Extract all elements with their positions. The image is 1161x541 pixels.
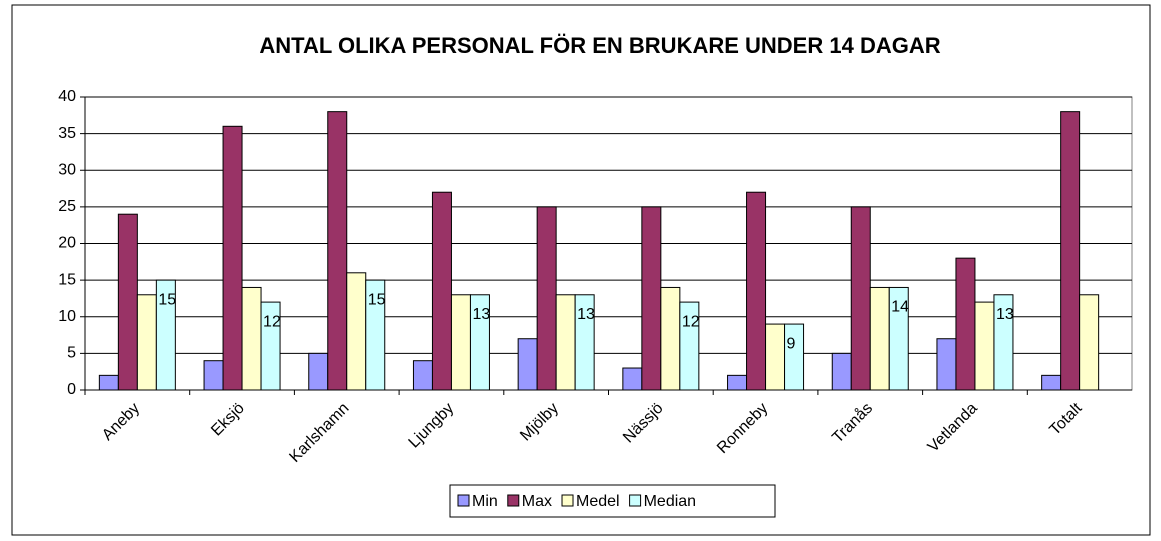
- legend-label: Max: [522, 493, 552, 510]
- bar: [679, 301, 700, 391]
- bar: [1079, 294, 1100, 391]
- bar: [660, 286, 681, 391]
- y-tick-label: 10: [58, 308, 76, 325]
- bar: [727, 374, 748, 391]
- y-tick-label: 40: [58, 88, 76, 105]
- bar: [308, 352, 329, 391]
- bar: [365, 279, 386, 391]
- bar: [555, 294, 576, 391]
- data-label: 12: [682, 313, 700, 330]
- bar: [622, 367, 643, 391]
- bar: [517, 338, 538, 391]
- bar: [203, 360, 224, 391]
- bar: [98, 374, 119, 391]
- bar: [412, 360, 433, 391]
- bar: [746, 191, 767, 391]
- bar: [641, 206, 662, 391]
- bar: [155, 279, 176, 391]
- y-tick-label: 20: [58, 235, 76, 252]
- legend-swatch: [629, 494, 642, 507]
- bar: [1041, 374, 1062, 391]
- bar: [574, 294, 595, 391]
- legend-swatch: [507, 494, 520, 507]
- legend-label: Median: [644, 493, 696, 510]
- bar: [831, 352, 852, 391]
- y-tick-label: 15: [58, 271, 76, 288]
- bar: [327, 111, 348, 391]
- legend-swatch: [561, 494, 574, 507]
- legend-label: Medel: [576, 493, 620, 510]
- bar: [260, 301, 281, 391]
- bar: [974, 301, 995, 391]
- y-tick-label: 25: [58, 198, 76, 215]
- bar: [222, 125, 243, 391]
- legend: [449, 484, 776, 518]
- data-label: 13: [472, 306, 490, 323]
- legend-swatch: [457, 494, 470, 507]
- bar: [117, 213, 138, 391]
- bar: [784, 323, 805, 391]
- bar: [869, 286, 890, 391]
- bar: [346, 272, 367, 391]
- chart-title: ANTAL OLIKA PERSONAL FÖR EN BRUKARE UNDE…: [259, 33, 940, 58]
- bar: [431, 191, 452, 391]
- y-tick-label: 30: [58, 161, 76, 178]
- bar: [241, 286, 262, 391]
- bar: [469, 294, 490, 391]
- data-label: 12: [263, 313, 281, 330]
- bar: [955, 257, 976, 391]
- data-label: 15: [368, 291, 386, 308]
- bar: [450, 294, 471, 391]
- bar: [136, 294, 157, 391]
- bar: [765, 323, 786, 391]
- data-label: 15: [158, 291, 176, 308]
- data-label: 13: [577, 306, 595, 323]
- data-label: 14: [891, 299, 909, 316]
- data-label: 13: [996, 306, 1014, 323]
- bar: [888, 286, 909, 391]
- bar: [1060, 111, 1081, 391]
- y-tick-label: 5: [67, 345, 76, 362]
- y-tick-label: 35: [58, 125, 76, 142]
- data-label: 9: [787, 335, 796, 352]
- y-tick-label: 0: [67, 381, 76, 398]
- bar: [936, 338, 957, 391]
- legend-label: Min: [472, 493, 498, 510]
- bar: [536, 206, 557, 391]
- bar: [993, 294, 1014, 391]
- bar: [850, 206, 871, 391]
